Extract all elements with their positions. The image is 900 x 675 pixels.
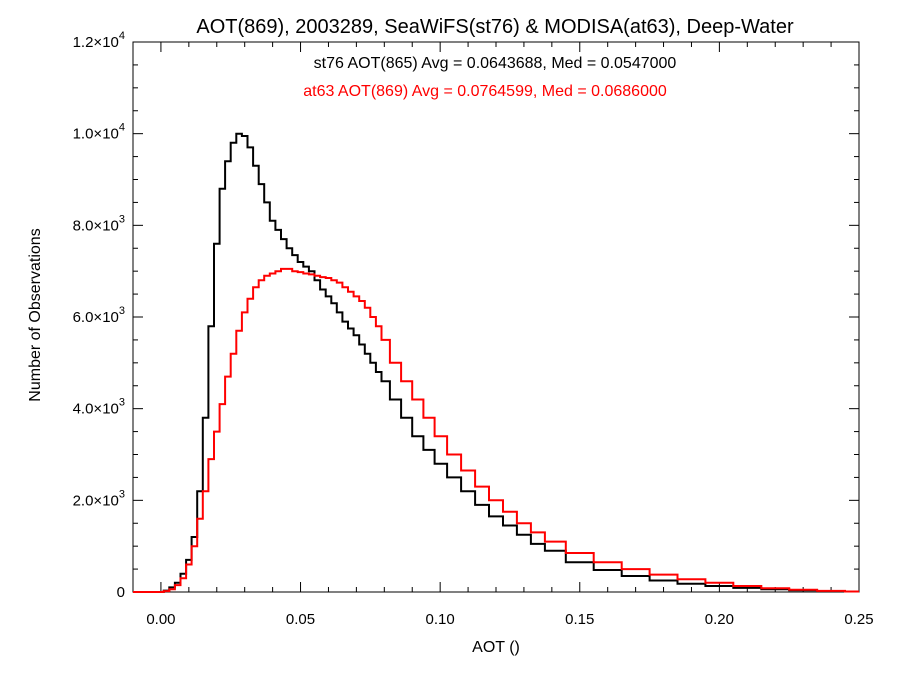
annotation-at63-stats: at63 AOT(869) Avg = 0.0764599, Med = 0.0…: [303, 83, 667, 100]
series-group: [133, 132, 859, 593]
y-tick-exponent: 4: [119, 30, 125, 42]
y-tick-label: 1.2×104: [73, 30, 125, 51]
y-tick-label: 8.0×103: [73, 213, 125, 234]
x-tick-label: 0.00: [146, 611, 175, 628]
x-axis-ticks: 0.00 0.05 0.10 0.15 0.20 0.25: [132, 42, 874, 628]
chart-title: AOT(869), 2003289, SeaWiFS(st76) & MODIS…: [196, 16, 794, 38]
x-tick-label: 0.10: [426, 611, 455, 628]
x-axis-label: AOT (): [472, 639, 520, 656]
y-tick-label: 0: [117, 584, 125, 601]
x-tick-label: 0.05: [286, 611, 315, 628]
series-line-1: [133, 267, 859, 593]
y-tick-label: 4.0×103: [73, 397, 125, 418]
y-axis-label: Number of Observations: [27, 228, 44, 401]
series-line-0: [133, 132, 859, 593]
y-tick-label: 2.0×103: [73, 488, 125, 509]
y-tick-mantissa: 0: [117, 584, 125, 601]
y-axis-ticks: 02.0×1034.0×1036.0×1038.0×1031.0×1041.2×…: [73, 30, 859, 601]
y-tick-exponent: 4: [119, 122, 125, 134]
y-tick-mantissa: 1.2×10: [73, 34, 119, 51]
y-tick-label: 6.0×103: [73, 305, 125, 326]
y-tick-mantissa: 8.0×10: [73, 217, 119, 234]
x-tick-label: 0.15: [565, 611, 594, 628]
y-tick-exponent: 3: [119, 213, 125, 225]
y-tick-mantissa: 6.0×10: [73, 309, 119, 326]
y-tick-mantissa: 4.0×10: [73, 401, 119, 418]
y-tick-exponent: 3: [119, 305, 125, 317]
x-tick-label: 0.20: [705, 611, 734, 628]
x-tick-label: 0.25: [844, 611, 873, 628]
y-tick-exponent: 3: [119, 488, 125, 500]
y-tick-mantissa: 1.0×10: [73, 126, 119, 143]
annotation-st76-stats: st76 AOT(865) Avg = 0.0643688, Med = 0.0…: [314, 55, 677, 72]
y-tick-exponent: 3: [119, 397, 125, 409]
y-tick-mantissa: 2.0×10: [73, 492, 119, 509]
y-tick-label: 1.0×104: [73, 122, 125, 143]
